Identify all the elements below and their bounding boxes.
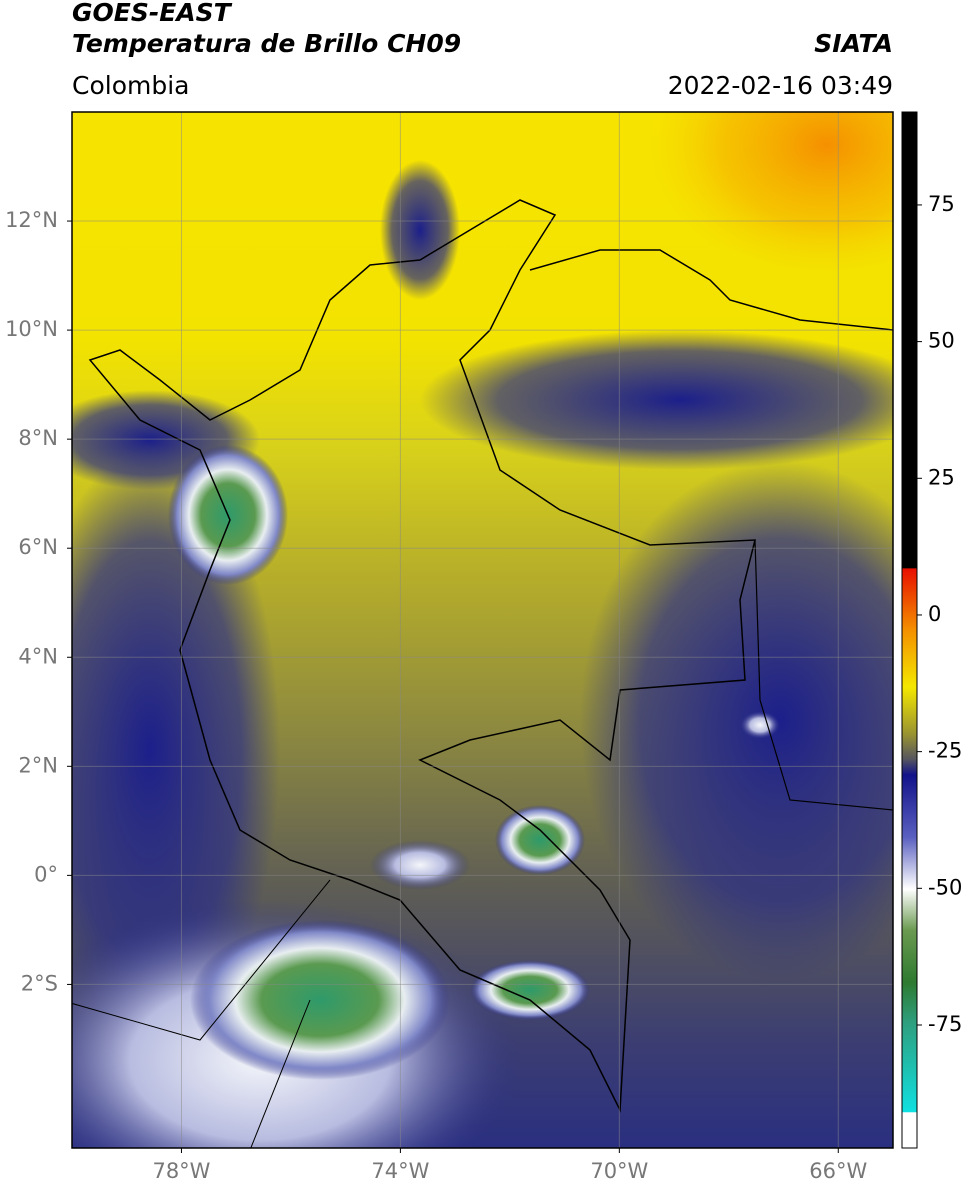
product: Temperatura de Brillo CH09 <box>72 29 461 58</box>
x-tick-label: 74°W <box>371 1159 429 1183</box>
y-tick-label: 2°N <box>18 753 58 777</box>
x-tick-label: 70°W <box>590 1159 648 1183</box>
colorbar <box>901 111 918 1149</box>
graticule <box>72 112 893 1148</box>
y-tick-label: 6°N <box>18 535 58 559</box>
y-tick-label: 8°N <box>18 426 58 450</box>
datetime: 2022-02-16 03:49 <box>668 71 893 100</box>
colorbar-label: 75 <box>928 192 955 216</box>
colorbar-label: -75 <box>928 1012 962 1036</box>
colorbar-label: -50 <box>928 875 962 899</box>
x-tick-label: 66°W <box>809 1159 867 1183</box>
y-tick-label: 12°N <box>5 208 58 232</box>
satellite-image <box>72 112 893 1148</box>
source: SIATA <box>814 29 893 58</box>
y-tick-label: 4°N <box>18 644 58 668</box>
map-frame <box>71 111 894 1149</box>
y-tick-label: 10°N <box>5 317 58 341</box>
x-tick-label: 78°W <box>152 1159 210 1183</box>
region: Colombia <box>72 71 189 100</box>
colorbar-label: 0 <box>928 602 941 626</box>
colorbar-label: -25 <box>928 739 962 763</box>
satellite: GOES-EAST <box>72 0 233 27</box>
y-tick-label: 2°S <box>21 971 58 995</box>
y-tick-label: 0° <box>34 862 58 886</box>
colorbar-label: 25 <box>928 465 955 489</box>
colorbar-label: 50 <box>928 329 955 353</box>
